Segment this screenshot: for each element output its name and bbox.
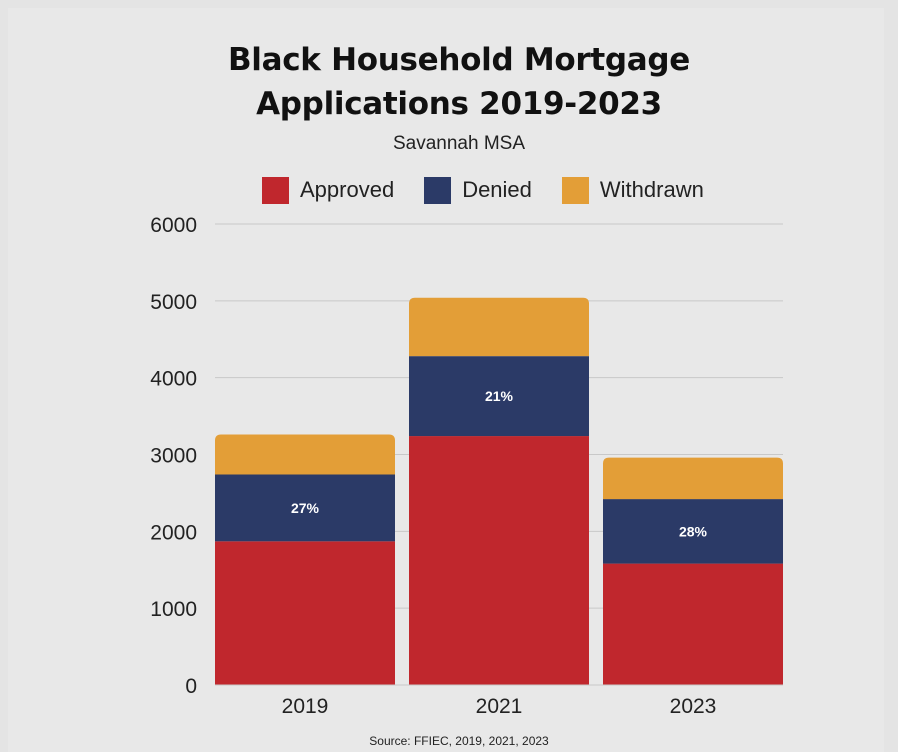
y-tick-label-5000: 5000: [150, 291, 197, 314]
bar-denied-2023: [603, 499, 783, 564]
legend-swatch-withdrawn: [561, 176, 589, 204]
y-tick-label-2000: 2000: [150, 521, 197, 544]
x-tick-label-2019: 2019: [282, 695, 329, 718]
legend-item-withdrawn: Withdrawn: [561, 176, 704, 204]
legend-label-withdrawn: Withdrawn: [599, 177, 704, 202]
bar-approved-2019: [215, 541, 395, 685]
chart-title-line-2: Applications 2019-2023: [256, 86, 662, 122]
y-tick-label-3000: 3000: [150, 445, 197, 468]
source-note: Source: FFIEC, 2019, 2021, 2023: [369, 734, 549, 748]
legend: Approved Denied Withdrawn: [262, 173, 734, 207]
bar-approved-2021: [409, 436, 589, 685]
y-tick-label-6000: 6000: [150, 214, 197, 237]
x-tick-label-2023: 2023: [670, 695, 717, 718]
bar-denied-2021: [409, 356, 589, 437]
y-tick-label-1000: 1000: [150, 598, 197, 621]
bar-withdrawn-2019: [215, 434, 395, 475]
legend-swatch-denied: [424, 176, 452, 204]
legend-item-approved: Approved: [262, 176, 395, 204]
chart-title: Black Household Mortgage Applications 20…: [0, 38, 898, 126]
y-tick-label-0: 0: [185, 675, 197, 698]
chart-subtitle: Savannah MSA: [392, 133, 526, 154]
x-tick-label-2021: 2021: [476, 695, 523, 718]
bar-denied-2019: [215, 474, 395, 542]
data-label-denied-2021: 21%: [485, 388, 514, 404]
bar-approved-2023: [603, 563, 783, 685]
bar-withdrawn-2021: [409, 297, 589, 357]
bar-withdrawn-2023: [603, 457, 783, 500]
legend-item-denied: Denied: [424, 176, 532, 204]
data-label-denied-2019: 27%: [291, 500, 320, 516]
legend-swatch-approved: [262, 176, 289, 204]
legend-label-approved: Approved: [300, 177, 395, 202]
legend-label-denied: Denied: [462, 177, 532, 202]
y-tick-label-4000: 4000: [150, 368, 197, 391]
data-label-denied-2023: 28%: [679, 523, 708, 539]
chart-title-line-1: Black Household Mortgage: [227, 42, 691, 78]
